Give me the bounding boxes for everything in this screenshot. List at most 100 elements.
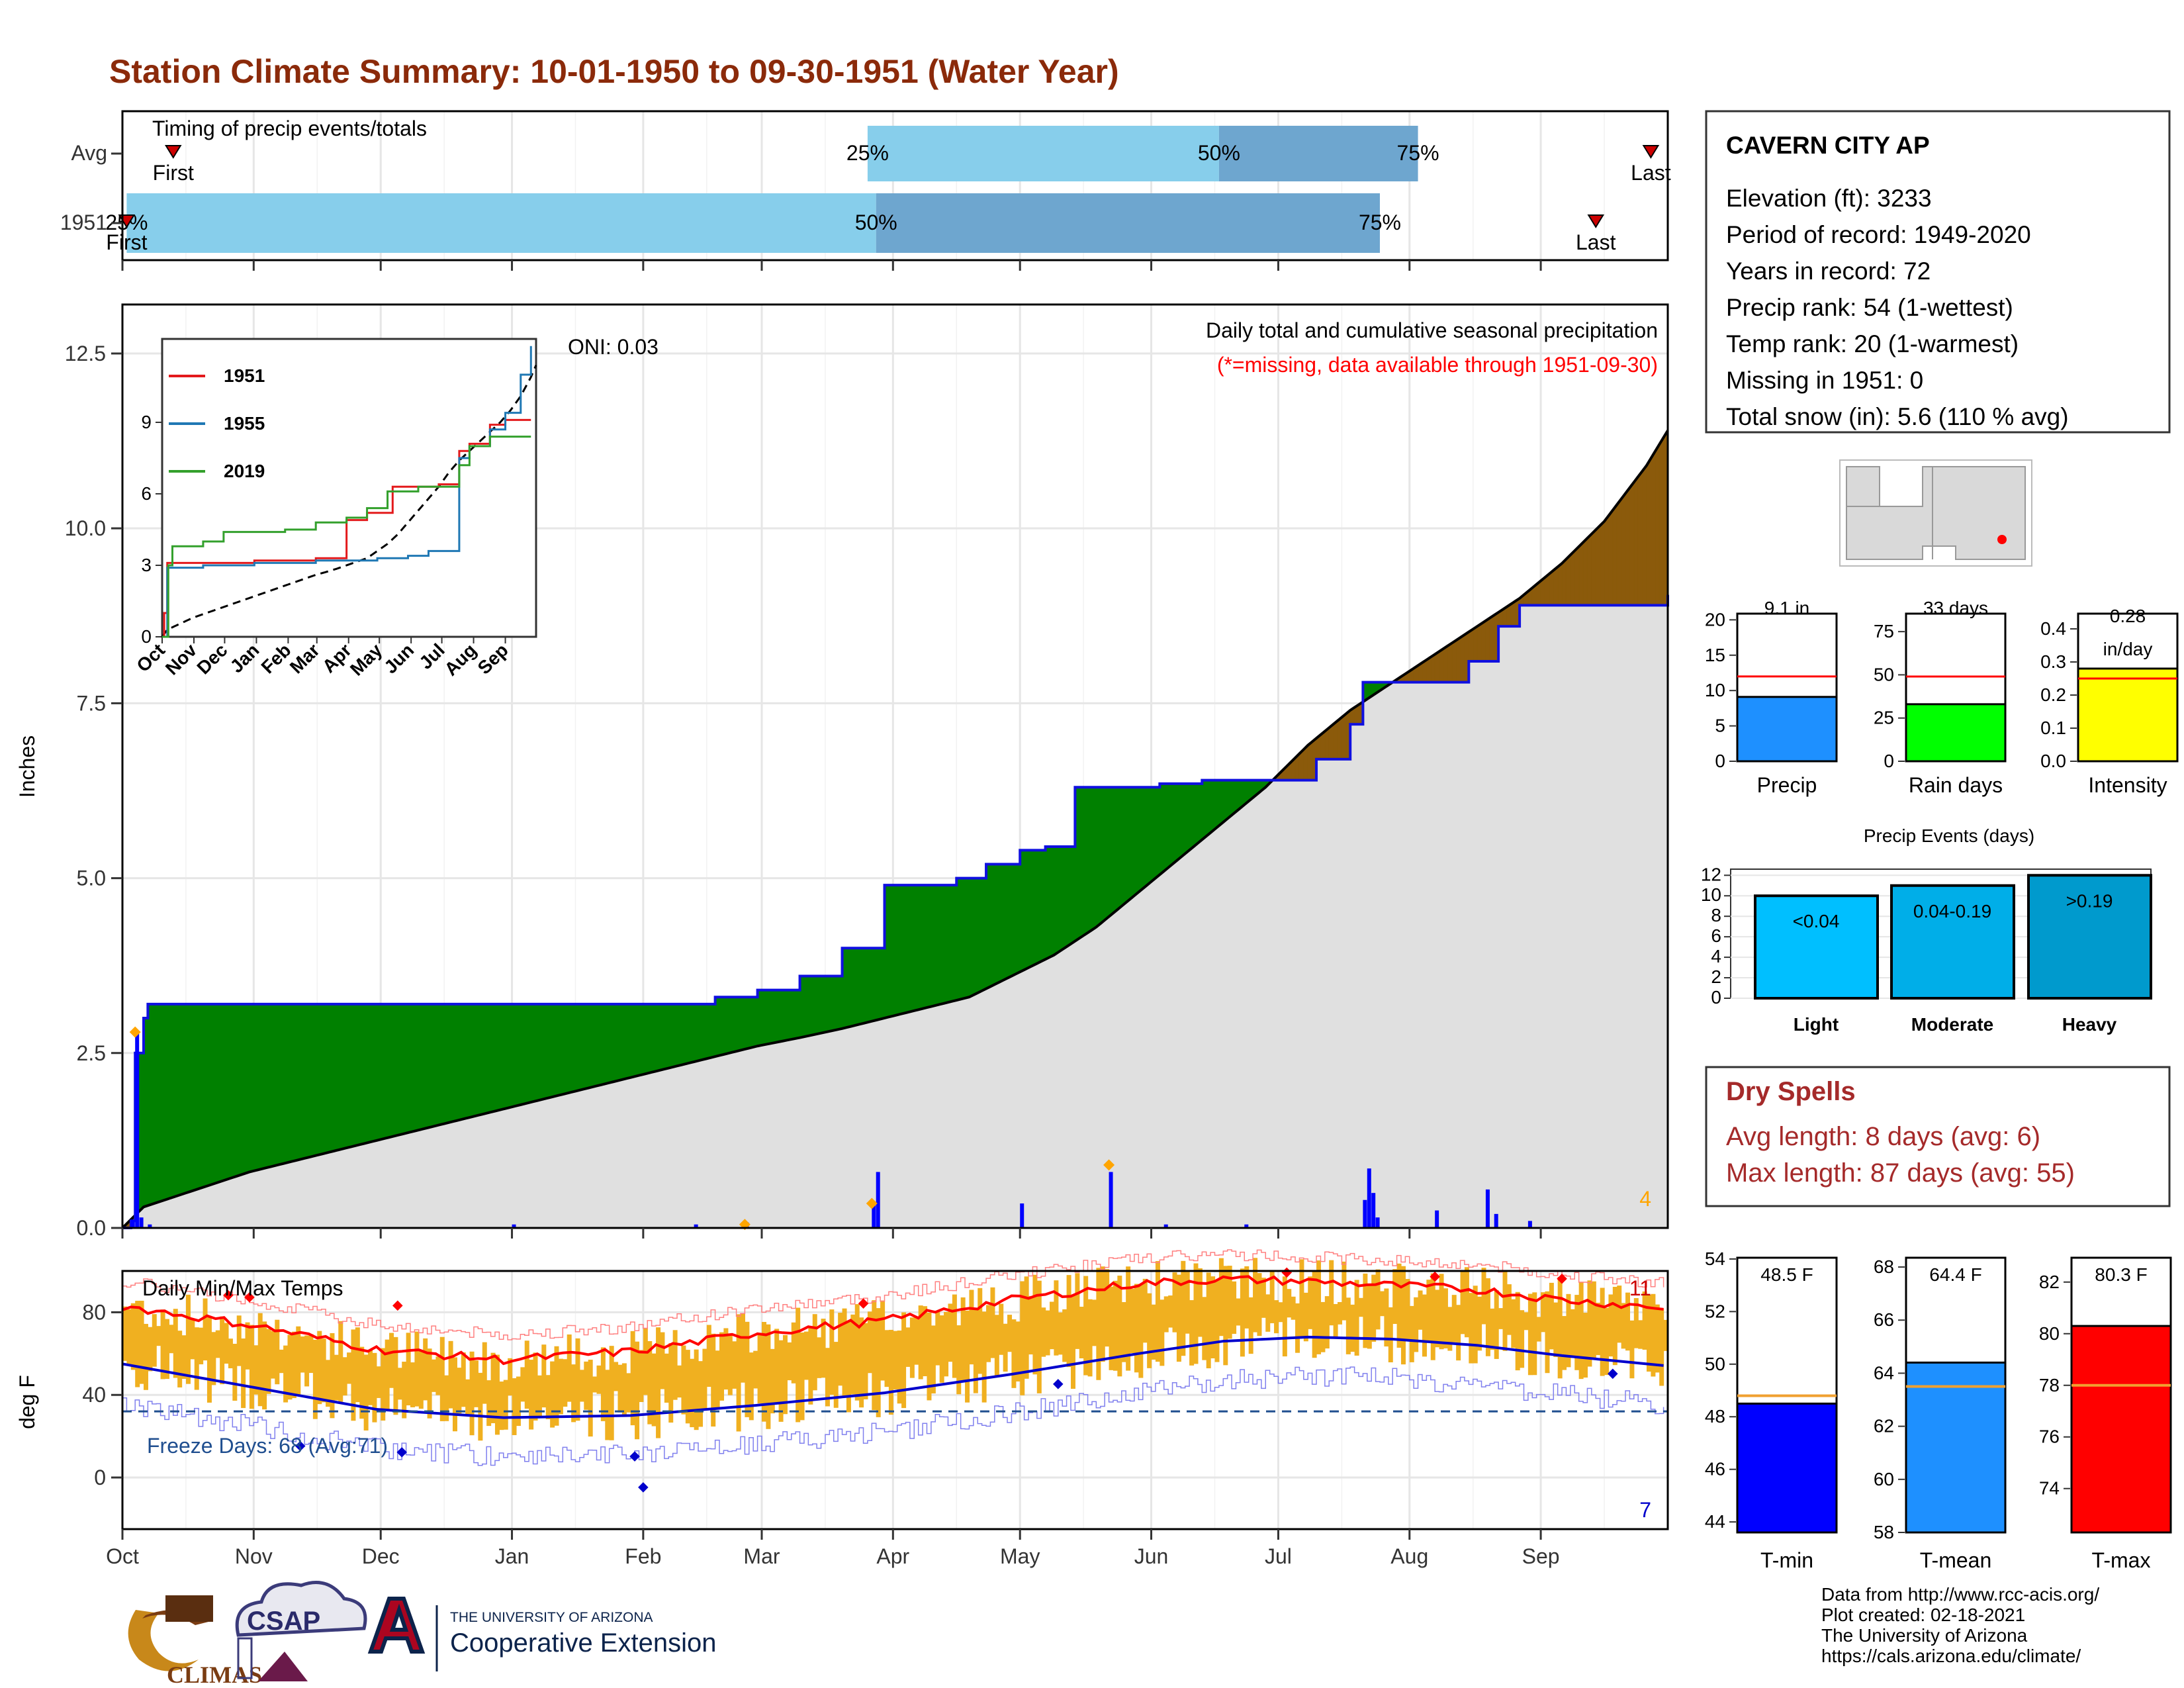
- summary-ytick-label: 0.2: [2040, 684, 2066, 705]
- temp-bar: [1736, 1402, 1838, 1534]
- precip-departure-segment: [968, 878, 974, 998]
- daily-temp-range-bar: [1426, 1280, 1432, 1342]
- temp-bar-ytick-label: 78: [2039, 1375, 2060, 1395]
- precip-departure-segment: [676, 1004, 682, 1066]
- daily-temp-range-bar: [609, 1346, 614, 1440]
- daily-temp-range-bar: [503, 1380, 508, 1430]
- daily-temp-range-bar: [727, 1333, 733, 1395]
- precip-departure-segment: [334, 1004, 339, 1152]
- precip-departure-segment: [295, 1004, 301, 1161]
- precip-departure-segment: [371, 1004, 377, 1143]
- daily-temp-range-bar: [304, 1335, 310, 1387]
- timing-p25-label: 25%: [846, 141, 889, 165]
- precip-departure-segment: [625, 1004, 631, 1080]
- daily-precip-bar: [512, 1224, 516, 1228]
- precip-departure-segment: [922, 884, 927, 1009]
- station-info-line: Years in record: 72: [1726, 258, 1931, 285]
- temp-count-low: 7: [1639, 1498, 1651, 1522]
- precip-departure-segment: [520, 1004, 525, 1105]
- daily-temp-range-bar: [978, 1288, 983, 1374]
- summary-ytick-label: 10: [1705, 680, 1725, 700]
- summary-ytick-label: 0: [1715, 751, 1725, 771]
- daily-temp-range-bar: [1287, 1289, 1292, 1318]
- daily-temp-range-bar: [512, 1378, 517, 1435]
- daily-temp-range-bar: [1490, 1308, 1495, 1350]
- events-bar: [1754, 894, 1879, 1000]
- precip-departure-segment: [702, 1004, 707, 1060]
- precip-departure-segment: [1109, 786, 1114, 917]
- daily-temp-range-bar: [1185, 1272, 1190, 1334]
- events-bar: [2027, 874, 2152, 1000]
- daily-temp-range-bar: [1244, 1266, 1250, 1329]
- precip-departure-segment: [812, 976, 817, 1036]
- daily-temp-range-bar: [1439, 1274, 1444, 1350]
- summary-ytick-label: 50: [1874, 664, 1894, 684]
- daily-temp-range-bar: [410, 1362, 416, 1407]
- timing-marker-icon: [1587, 214, 1605, 228]
- daily-temp-range-bar: [164, 1319, 169, 1380]
- precip-departure-segment: [1337, 716, 1342, 760]
- daily-temp-range-bar: [1396, 1263, 1402, 1348]
- precip-departure-segment: [1024, 849, 1029, 970]
- daily-temp-range-bar: [461, 1352, 466, 1407]
- daily-temp-range-bar: [897, 1330, 902, 1404]
- summary-bar: [2077, 667, 2179, 763]
- daily-temp-range-bar: [719, 1332, 725, 1401]
- daily-temp-range-bar: [334, 1354, 339, 1401]
- daily-temp-range-bar: [884, 1330, 889, 1387]
- temp-bar-ytick-label: 58: [1874, 1522, 1894, 1542]
- daily-temp-range-bar: [749, 1352, 754, 1421]
- daily-temp-range-bar: [414, 1331, 420, 1407]
- daily-temp-range-bar: [944, 1311, 949, 1377]
- precip-departure-segment: [257, 1004, 263, 1170]
- daily-temp-range-bar: [338, 1321, 343, 1402]
- climas-logo-text: CLIMAS: [167, 1662, 262, 1688]
- precip-departure-segment: [1222, 780, 1228, 823]
- daily-temp-range-bar: [1316, 1260, 1322, 1354]
- precip-departure-segment: [1633, 475, 1639, 606]
- precip-departure-segment: [1430, 653, 1435, 683]
- daily-temp-range-bar: [1604, 1307, 1610, 1376]
- precip-departure-segment: [1642, 464, 1647, 606]
- precip-departure-segment: [329, 1004, 335, 1152]
- daily-temp-range-bar: [432, 1359, 436, 1392]
- precip-departure-segment: [1070, 846, 1075, 945]
- daily-temp-range-bar: [927, 1313, 932, 1401]
- daily-temp-range-bar: [1142, 1278, 1148, 1343]
- precip-departure-segment: [1079, 786, 1084, 939]
- precip-departure-segment: [1100, 786, 1105, 925]
- station-info-line: Period of record: 1949-2020: [1726, 221, 2031, 248]
- daily-temp-range-bar: [1359, 1297, 1363, 1317]
- precip-departure-segment: [431, 1004, 436, 1127]
- daily-temp-range-bar: [579, 1370, 584, 1402]
- summary-bar: [1736, 696, 1838, 763]
- precip-departure-segment: [1341, 713, 1347, 760]
- precip-departure-segment: [1146, 786, 1152, 886]
- daily-temp-range-bar: [1320, 1301, 1326, 1352]
- daily-temp-range-bar: [1202, 1297, 1207, 1360]
- station-info-line: Temp rank: 20 (1-warmest): [1726, 330, 2019, 357]
- temp-bar-ytick-label: 66: [1874, 1309, 1894, 1330]
- daily-temp-range-bar: [173, 1309, 178, 1378]
- precip-departure-segment: [634, 1004, 639, 1077]
- precip-departure-segment: [765, 990, 771, 1045]
- daily-temp-range-bar: [529, 1360, 534, 1430]
- temp-title: Daily Min/Max Temps: [142, 1276, 343, 1300]
- precip-departure-segment: [1180, 783, 1186, 858]
- precip-departure-segment: [224, 1004, 229, 1181]
- daily-temp-range-bar: [600, 1347, 606, 1421]
- daily-temp-range-bar: [1240, 1268, 1245, 1357]
- precip-departure-segment: [613, 1004, 618, 1082]
- daily-temp-range-bar: [766, 1324, 771, 1429]
- daily-precip-bar: [694, 1224, 698, 1228]
- daily-temp-range-bar: [956, 1325, 962, 1395]
- precip-departure-segment: [651, 1004, 657, 1073]
- daily-temp-range-bar: [1193, 1263, 1199, 1364]
- precip-departure-segment: [1477, 622, 1482, 662]
- daily-temp-range-bar: [1121, 1302, 1126, 1362]
- temp-bar-ytick-label: 46: [1705, 1459, 1725, 1479]
- daily-temp-range-bar: [736, 1314, 741, 1432]
- precip-departure-segment: [219, 1004, 225, 1182]
- temp-bar-ytick-label: 52: [1705, 1301, 1725, 1321]
- daily-temp-range-bar: [490, 1352, 496, 1423]
